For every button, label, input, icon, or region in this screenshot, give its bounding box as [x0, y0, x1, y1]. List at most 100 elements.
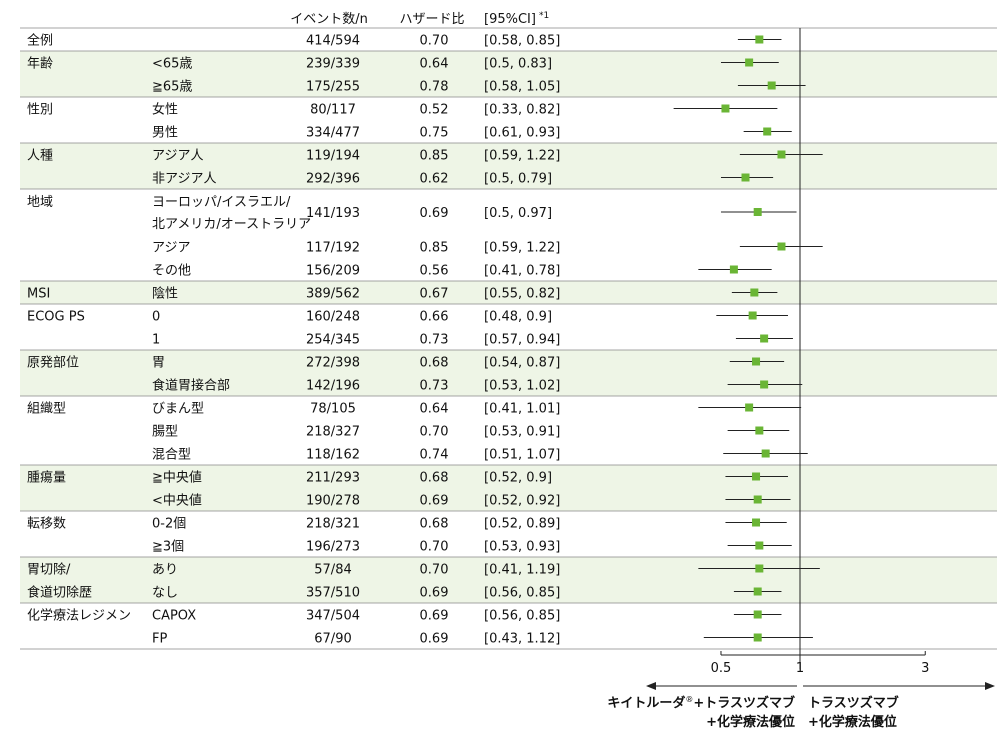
hr-marker [767, 81, 776, 90]
row-hr: 0.66 [420, 310, 449, 325]
x-tick-label: 3 [921, 661, 929, 676]
row-category: 転移数 [27, 517, 66, 532]
row-events: 141/193 [306, 206, 360, 221]
row-subgroup: その他 [152, 264, 191, 279]
row-hr: 0.62 [420, 172, 449, 187]
row-subgroup: 男性 [152, 126, 178, 141]
hr-marker [755, 564, 764, 573]
row-events: 190/278 [306, 494, 360, 509]
hr-marker [745, 403, 754, 412]
row-events: 118/162 [306, 448, 360, 463]
hr-marker [752, 357, 761, 366]
row-ci: [0.5, 0.97] [484, 206, 552, 221]
arrowhead-left [646, 682, 656, 690]
row-hr: 0.67 [420, 287, 449, 302]
x-tick-label: 0.5 [711, 661, 732, 676]
row-subgroup: 女性 [152, 102, 178, 118]
row-events: 357/510 [306, 586, 360, 601]
row-ci: [0.53, 0.93] [484, 540, 560, 555]
row-ci: [0.52, 0.9] [484, 471, 552, 486]
row-events: 160/248 [306, 310, 360, 325]
registered-mark: ® [685, 695, 693, 704]
direction-left-line1-a: キイトルーダ [607, 695, 685, 711]
row-subgroup: アジア人 [152, 149, 203, 164]
row-events: 414/594 [306, 34, 360, 49]
row-subgroup: ≧65歳 [152, 80, 192, 95]
row-subgroup: ≧3個 [152, 540, 184, 555]
row-category: 胃切除/ [27, 563, 71, 578]
row-hr: 0.70 [420, 563, 449, 578]
row-events: 347/504 [306, 609, 360, 624]
row-hr: 0.69 [420, 609, 449, 624]
direction-left-line1: キイトルーダ®+トラスツズマブ [607, 695, 795, 711]
header-ci-note: *1 [539, 11, 549, 21]
row-category: 地域 [27, 195, 53, 210]
hr-marker [755, 541, 764, 550]
header-ci-text: [95%CI] [484, 12, 536, 27]
row-hr: 0.85 [420, 241, 449, 256]
row-subgroup: 0-2個 [152, 517, 186, 532]
row-events: 67/90 [314, 632, 351, 647]
row-ci: [0.56, 0.85] [484, 586, 560, 601]
hr-marker [777, 150, 786, 159]
hr-marker [752, 518, 761, 527]
arrowhead-right [985, 682, 995, 690]
row-events: 156/209 [306, 264, 360, 279]
row-subgroup: <65歳 [152, 57, 192, 72]
row-ci: [0.41, 1.19] [484, 563, 560, 578]
row-hr: 0.73 [420, 333, 449, 348]
hr-marker [761, 449, 770, 458]
hr-marker [750, 288, 759, 297]
row-ci: [0.33, 0.82] [484, 103, 560, 118]
direction-right-line2: +化学療法優位 [808, 714, 897, 730]
row-subgroup: <中央値 [152, 493, 202, 509]
row-subgroup: 陰性 [152, 287, 178, 302]
row-hr: 0.70 [420, 34, 449, 49]
row-subgroup: あり [152, 563, 178, 578]
row-subgroup: なし [152, 586, 178, 601]
row-ci: [0.59, 1.22] [484, 241, 560, 256]
row-hr: 0.68 [420, 356, 449, 371]
hr-marker [753, 208, 762, 216]
row-ci: [0.61, 0.93] [484, 126, 560, 141]
row-events: 142/196 [306, 379, 360, 394]
row-subgroup: びまん型 [152, 402, 204, 417]
row-hr: 0.69 [420, 494, 449, 509]
direction-left-line1-b: +トラスツズマブ [693, 695, 795, 711]
row-hr: 0.73 [420, 379, 449, 394]
header-events: イベント数/n [290, 12, 368, 27]
row-subgroup: 食道胃接合部 [152, 378, 230, 394]
row-ci: [0.59, 1.22] [484, 149, 560, 164]
row-subgroup: 0 [152, 310, 160, 325]
group-band [20, 465, 997, 511]
row-events: 389/562 [306, 287, 360, 302]
row-category: 年齢 [27, 57, 53, 72]
row-ci: [0.41, 1.01] [484, 402, 560, 417]
row-subgroup: 1 [152, 333, 160, 348]
row-ci: [0.55, 0.82] [484, 287, 560, 302]
row-events: 254/345 [306, 333, 360, 348]
row-events: 78/105 [310, 402, 356, 417]
row-category: 原発部位 [27, 356, 79, 371]
row-category: 人種 [27, 148, 53, 164]
row-events: 117/192 [306, 241, 360, 256]
hr-marker [753, 633, 762, 642]
row-hr: 0.69 [420, 206, 449, 221]
row-ci: [0.52, 0.89] [484, 517, 560, 532]
row-ci: [0.52, 0.92] [484, 494, 560, 509]
row-ci: [0.56, 0.85] [484, 609, 560, 624]
row-events: 218/327 [306, 425, 360, 440]
row-category: 性別 [27, 103, 53, 118]
row-subgroup: 腸型 [152, 425, 178, 440]
row-ci: [0.53, 0.91] [484, 425, 560, 440]
row-subgroup: 非アジア人 [152, 172, 216, 187]
hr-marker [745, 58, 754, 67]
header-ci: [95%CI] *1 [484, 11, 549, 27]
row-hr: 0.69 [420, 586, 449, 601]
row-hr: 0.70 [420, 425, 449, 440]
row-events: 334/477 [306, 126, 360, 141]
row-subgroup: ヨーロッパ/イスラエル/ [152, 195, 291, 210]
group-band [20, 281, 997, 304]
row-hr: 0.56 [420, 264, 449, 279]
